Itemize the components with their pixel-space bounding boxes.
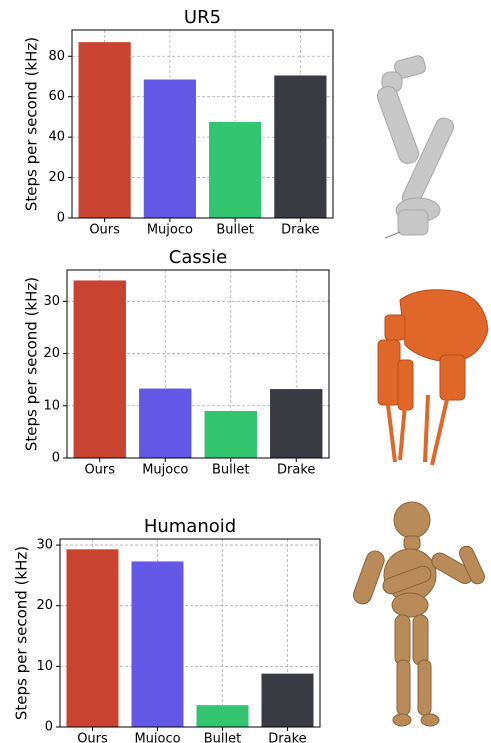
y-tick-label: 0 bbox=[57, 211, 65, 226]
humanoid-image bbox=[353, 501, 485, 727]
plot-frame bbox=[59, 538, 321, 728]
bar bbox=[66, 549, 119, 727]
x-tick-label: Bullet bbox=[216, 223, 253, 238]
bar bbox=[270, 389, 323, 458]
plot-frame bbox=[66, 269, 330, 459]
y-axis-label: Steps per second (kHz) bbox=[23, 277, 41, 451]
x-tick-label: Bullet bbox=[212, 463, 249, 478]
x-tick-label: Ours bbox=[84, 463, 115, 478]
y-tick-label: 40 bbox=[48, 130, 65, 145]
bar bbox=[196, 705, 249, 727]
bar bbox=[139, 388, 192, 458]
bar bbox=[274, 75, 327, 218]
y-tick-label: 80 bbox=[48, 49, 65, 64]
x-tick-label: Mujoco bbox=[134, 732, 180, 743]
y-tick-label: 20 bbox=[48, 170, 65, 185]
bar bbox=[131, 561, 184, 727]
x-tick-label: Ours bbox=[77, 732, 108, 743]
y-axis-label: Steps per second (kHz) bbox=[13, 546, 31, 720]
y-tick-label: 20 bbox=[43, 346, 60, 361]
x-tick-label: Ours bbox=[89, 223, 120, 238]
chart: Humanoid Steps per second (kHz) 0 10 20 30 Our… bbox=[13, 516, 321, 743]
cassie-robot-image bbox=[377, 289, 489, 466]
x-tick-label: Drake bbox=[277, 463, 315, 478]
y-tick-label: 0 bbox=[52, 451, 60, 466]
bar bbox=[209, 121, 262, 218]
plot-frame bbox=[71, 29, 334, 219]
x-tick-label: Drake bbox=[268, 732, 306, 743]
bar bbox=[204, 411, 257, 458]
ur5-robot-image bbox=[376, 55, 455, 239]
chart-title: Cassie bbox=[169, 247, 227, 268]
bar bbox=[78, 42, 131, 219]
x-tick-label: Drake bbox=[281, 223, 319, 238]
y-tick-label: 30 bbox=[36, 538, 53, 553]
bar bbox=[73, 280, 126, 458]
x-tick-label: Mujoco bbox=[147, 223, 193, 238]
x-tick-label: Mujoco bbox=[142, 463, 188, 478]
chart: Cassie Steps per second (kHz) 0 10 20 30 Ours M… bbox=[23, 247, 330, 478]
y-tick-label: 10 bbox=[36, 659, 53, 674]
y-tick-label: 60 bbox=[48, 89, 65, 104]
bar bbox=[261, 673, 314, 727]
y-tick-label: 20 bbox=[36, 598, 53, 613]
x-tick-label: Bullet bbox=[204, 732, 241, 743]
chart-title: UR5 bbox=[184, 7, 221, 28]
y-axis-label: Steps per second (kHz) bbox=[23, 37, 41, 211]
bar bbox=[143, 79, 196, 218]
chart: UR5 Steps per second (kHz) 0 20 40 60 80 Ours Mu… bbox=[23, 7, 334, 238]
chart-title: Humanoid bbox=[144, 516, 236, 537]
y-tick-label: 10 bbox=[43, 398, 60, 413]
y-tick-label: 30 bbox=[43, 294, 60, 309]
y-tick-label: 0 bbox=[45, 720, 53, 735]
